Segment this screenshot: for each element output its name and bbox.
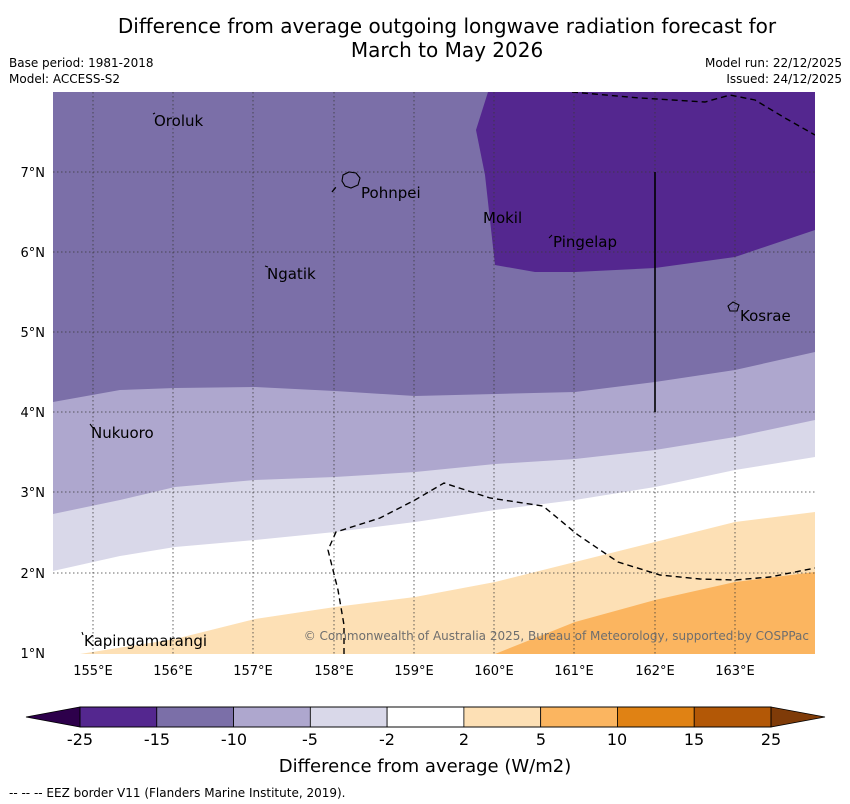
colorbar-segment <box>386 706 465 728</box>
model-run: Model run: 22/12/2025 <box>704 56 842 70</box>
band-dark-purple <box>476 92 815 272</box>
colorbar: -25 -15 -10 -5 -2 2 5 10 15 25 Differenc… <box>25 706 826 777</box>
lon-tick: 155°E <box>73 664 113 679</box>
place-mokil: Mokil <box>483 209 522 227</box>
place-kapingamarangi: Kapingamarangi <box>84 632 207 650</box>
lat-tick: 6°N <box>21 246 46 261</box>
colorbar-tick: 5 <box>536 730 546 749</box>
colorbar-tick: 2 <box>459 730 469 749</box>
colorbar-segment <box>693 706 772 728</box>
lon-tick: 159°E <box>394 664 434 679</box>
model-name: Model: ACCESS-S2 <box>9 72 121 86</box>
colorbar-tick: 15 <box>684 730 704 749</box>
eez-border <box>327 92 815 654</box>
lon-axis: 155°E 156°E 157°E 158°E 159°E 160°E 161°… <box>73 664 755 679</box>
kosrae-island <box>727 301 740 312</box>
colorbar-extend-low <box>25 706 81 728</box>
copyright-note: © Commonwealth of Australia 2025, Bureau… <box>304 629 809 643</box>
place-pohnpei: Pohnpei <box>361 184 421 202</box>
pingelap-island <box>548 234 553 239</box>
place-kosrae: Kosrae <box>740 307 791 325</box>
colorbar-tick: -10 <box>221 730 247 749</box>
lon-tick: 162°E <box>635 664 675 679</box>
map-title: Difference from average outgoing longwav… <box>0 14 850 62</box>
nukuoro-island <box>89 423 94 429</box>
colorbar-segments <box>79 706 772 728</box>
place-pingelap: Pingelap <box>553 233 617 251</box>
map-field: Oroluk Pohnpei Mokil Pingelap Ngatik Kos… <box>53 92 815 654</box>
colorbar-tick: -2 <box>379 730 395 749</box>
colorbar-segment <box>309 706 388 728</box>
colorbar-label: Difference from average (W/m2) <box>279 756 571 777</box>
lat-tick: 7°N <box>21 166 46 181</box>
colorbar-segment <box>540 706 618 728</box>
lat-tick: 5°N <box>21 326 46 341</box>
islands <box>81 112 740 636</box>
meta-right: Model run: 22/12/2025 Issued: 24/12/2025 <box>705 55 842 87</box>
colorbar-tick: -5 <box>302 730 318 749</box>
lat-tick: 3°N <box>21 486 46 501</box>
footer-note: -- -- -- EEZ border V11 (Flanders Marine… <box>9 786 346 800</box>
lon-tick: 161°E <box>554 664 594 679</box>
place-oroluk: Oroluk <box>154 112 203 130</box>
pohnpei-island <box>341 171 361 189</box>
colorbar-segment <box>156 706 234 728</box>
colorbar-segment <box>463 706 542 728</box>
place-nukuoro: Nukuoro <box>91 424 154 442</box>
lon-tick: 163°E <box>715 664 755 679</box>
meta-left: Base period: 1981-2018 Model: ACCESS-S2 <box>9 55 154 87</box>
colorbar-segment <box>79 706 158 728</box>
lat-tick: 2°N <box>21 567 46 582</box>
colorbar-segment <box>233 706 311 728</box>
colorbar-tick: 10 <box>607 730 627 749</box>
lon-tick: 160°E <box>474 664 514 679</box>
lon-tick: 157°E <box>233 664 273 679</box>
map-title-line1: Difference from average outgoing longwav… <box>117 14 777 38</box>
colorbar-frame <box>79 706 772 728</box>
map-title-line2: March to May 2026 <box>350 38 544 62</box>
oroluk-island <box>152 112 156 115</box>
colorbar-tick: -15 <box>144 730 170 749</box>
lat-tick: 4°N <box>21 406 46 421</box>
colorbar-tick: 25 <box>761 730 781 749</box>
colorbar-extend-high <box>770 706 826 728</box>
lat-tick: 1°N <box>21 647 46 662</box>
lon-tick: 158°E <box>314 664 354 679</box>
ngatik-island <box>264 265 269 268</box>
kapingamarangi-island <box>81 631 84 636</box>
lat-axis: 7°N 6°N 5°N 4°N 3°N 2°N 1°N <box>21 166 46 662</box>
colorbar-tick: -25 <box>67 730 93 749</box>
lon-tick: 156°E <box>153 664 193 679</box>
issued-date: Issued: 24/12/2025 <box>726 72 842 86</box>
base-period: Base period: 1981-2018 <box>9 56 154 70</box>
place-ngatik: Ngatik <box>267 265 316 283</box>
colorbar-segment <box>617 706 695 728</box>
